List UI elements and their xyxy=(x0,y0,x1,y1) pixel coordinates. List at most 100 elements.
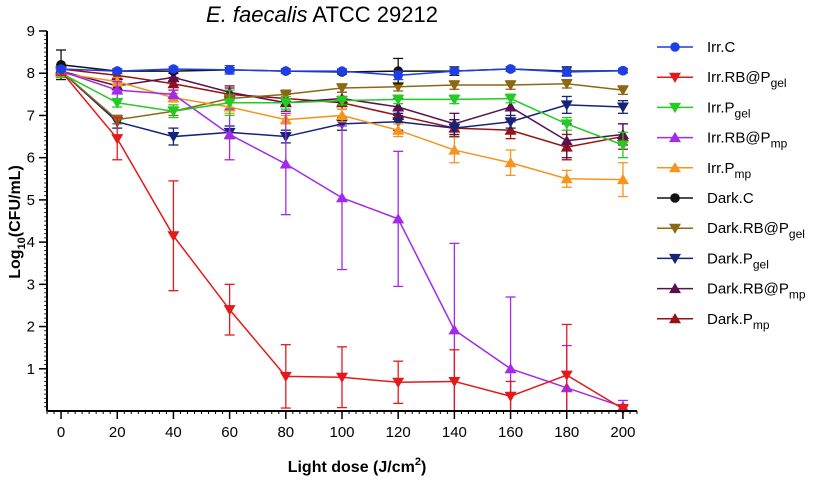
x-tick-label: 20 xyxy=(109,424,126,441)
data-point xyxy=(616,140,629,151)
legend-label-main: Irr.P xyxy=(707,160,735,177)
data-point xyxy=(224,65,235,75)
x-tick-label: 100 xyxy=(329,424,354,441)
data-point xyxy=(279,98,292,109)
data-point xyxy=(616,102,629,113)
legend-label: Irr.C xyxy=(707,39,735,56)
data-point xyxy=(618,65,628,76)
data-point xyxy=(560,173,573,184)
legend-swatch-marker xyxy=(669,253,681,265)
legend-label: Dark.RB@Pgel xyxy=(707,220,805,241)
data-point xyxy=(167,88,180,99)
legend-label-sub: mp xyxy=(735,167,752,181)
x-tick-label: 200 xyxy=(610,424,635,441)
data-point xyxy=(448,376,461,388)
data-point xyxy=(448,324,461,335)
data-point xyxy=(505,64,516,74)
legend-item-dark-c: Dark.C xyxy=(657,190,754,207)
data-point xyxy=(392,124,405,135)
legend-label: Irr.RB@Pmp xyxy=(707,130,788,151)
legend: Irr.CIrr.RB@PgelIrr.PgelIrr.RB@PmpIrr.Pm… xyxy=(657,39,806,332)
legend-swatch-marker xyxy=(669,102,681,114)
x-axis-label: Light dose (J/cm2) xyxy=(288,456,427,476)
x-tick-label: 160 xyxy=(498,424,523,441)
legend-label-sub: gel xyxy=(735,106,751,120)
legend-label-sub: gel xyxy=(753,257,769,271)
legend-label-main: Irr.P xyxy=(707,99,735,116)
data-point xyxy=(167,132,180,143)
data-point xyxy=(279,158,292,169)
x-tick-label: 180 xyxy=(554,424,579,441)
chart-title-italic: E. faecalis xyxy=(206,2,308,27)
legend-label-sub: mp xyxy=(789,288,806,302)
y-tick-label: 4 xyxy=(27,234,35,251)
series-irr-c xyxy=(56,64,628,81)
data-point xyxy=(560,100,573,111)
data-point xyxy=(448,144,461,155)
series-irr-rb-pgel xyxy=(55,66,629,415)
data-point xyxy=(449,66,460,76)
legend-label: Irr.Pgel xyxy=(707,99,751,120)
legend-item-dark-rb-pgel: Dark.RB@Pgel xyxy=(657,220,805,241)
y-tick-label: 1 xyxy=(27,361,35,378)
legend-label-main: Irr.C xyxy=(707,39,735,56)
data-point xyxy=(504,94,517,105)
y-axis-label-post: (CFU/mL) xyxy=(7,165,24,237)
y-axis-label-pre: Log xyxy=(7,249,24,278)
y-axis-label-sub: 10 xyxy=(16,237,28,249)
legend-item-irr-pmp: Irr.Pmp xyxy=(657,160,752,181)
data-point xyxy=(336,192,348,203)
y-tick-label: 9 xyxy=(27,23,35,40)
legend-label-main: Dark.RB@P xyxy=(707,281,789,298)
data-point xyxy=(504,80,517,91)
data-point xyxy=(560,79,573,90)
data-point xyxy=(167,106,180,117)
legend-item-dark-pmp: Dark.Pmp xyxy=(657,311,770,332)
legend-item-irr-pgel: Irr.Pgel xyxy=(657,99,751,120)
legend-swatch-marker xyxy=(670,193,680,203)
data-point xyxy=(336,83,348,94)
data-point xyxy=(504,117,517,128)
data-point xyxy=(279,89,292,101)
data-point xyxy=(336,96,348,107)
legend-swatch-marker xyxy=(669,162,681,173)
legend-swatch-marker xyxy=(669,223,681,234)
legend-label-sub: mp xyxy=(771,137,788,151)
legend-item-dark-rb-pmp: Dark.RB@Pmp xyxy=(657,281,806,302)
data-point xyxy=(167,71,180,82)
legend-item-irr-rb-pgel: Irr.RB@Pgel xyxy=(657,69,787,90)
data-point xyxy=(392,377,405,388)
data-point xyxy=(336,109,348,120)
data-point xyxy=(337,66,347,76)
y-tick-label: 3 xyxy=(27,276,35,293)
legend-swatch-marker xyxy=(670,42,680,52)
data-point xyxy=(616,173,629,185)
data-point xyxy=(392,101,405,112)
data-point xyxy=(448,94,461,106)
data-point xyxy=(167,231,180,242)
x-tick-label: 0 xyxy=(57,424,65,441)
data-point xyxy=(111,134,124,145)
data-point xyxy=(393,70,403,81)
data-point xyxy=(504,124,517,135)
data-point xyxy=(616,404,629,415)
x-tick-label: 140 xyxy=(442,424,467,441)
legend-label: Irr.Pmp xyxy=(707,160,752,181)
data-point xyxy=(561,67,572,77)
data-point xyxy=(56,64,66,74)
series-dark-pgel xyxy=(55,66,629,146)
data-point xyxy=(560,119,573,130)
legend-label-main: Dark.RB@P xyxy=(707,220,789,237)
data-point xyxy=(616,85,629,96)
data-point xyxy=(167,78,180,89)
legend-label: Dark.Pmp xyxy=(707,311,770,332)
data-point xyxy=(392,213,405,224)
legend-item-dark-pgel: Dark.Pgel xyxy=(657,250,769,271)
legend-item-irr-rb-pmp: Irr.RB@Pmp xyxy=(657,130,788,151)
data-point xyxy=(448,80,461,91)
data-point xyxy=(111,98,124,109)
data-point xyxy=(560,135,573,146)
data-point xyxy=(392,94,405,106)
y-tick-label: 7 xyxy=(27,107,35,124)
legend-swatch-marker xyxy=(669,131,681,143)
